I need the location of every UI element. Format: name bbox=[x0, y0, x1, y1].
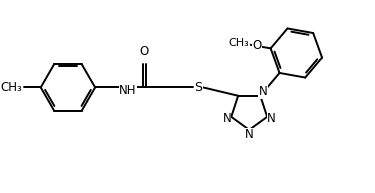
Text: CH₃: CH₃ bbox=[229, 38, 250, 48]
Text: N: N bbox=[267, 112, 276, 125]
Text: CH₃: CH₃ bbox=[0, 81, 22, 94]
Text: N: N bbox=[259, 85, 267, 98]
Text: N: N bbox=[245, 128, 254, 141]
Text: S: S bbox=[195, 81, 202, 94]
Text: O: O bbox=[140, 45, 149, 58]
Text: N: N bbox=[222, 112, 231, 125]
Text: NH: NH bbox=[119, 84, 136, 97]
Text: O: O bbox=[252, 40, 262, 52]
